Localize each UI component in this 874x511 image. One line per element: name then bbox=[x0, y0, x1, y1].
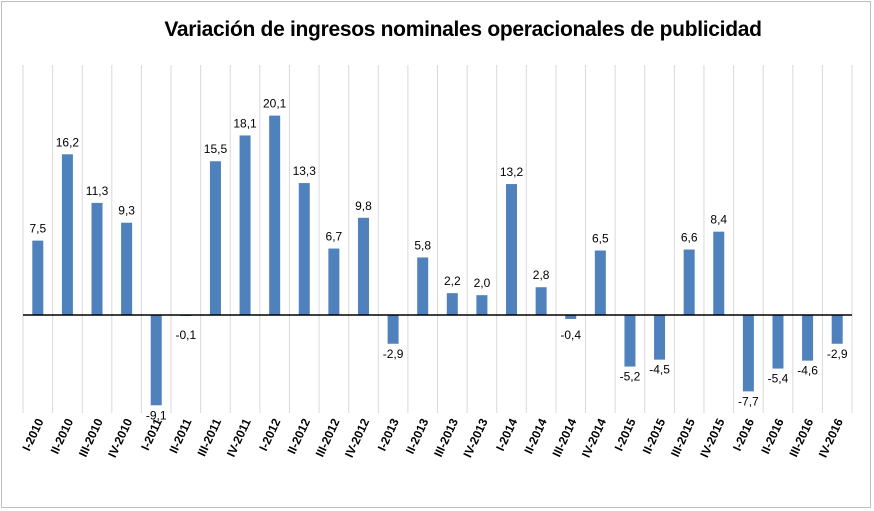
x-tick-label: IV-2016 bbox=[816, 416, 846, 460]
data-label: 13,2 bbox=[500, 165, 524, 179]
bar-IV-2015 bbox=[713, 231, 725, 315]
data-label: -7,7 bbox=[738, 394, 759, 408]
x-tick-label: II-2012 bbox=[285, 416, 314, 456]
x-tick-label: IV-2013 bbox=[460, 416, 490, 460]
x-tick-label: I-2010 bbox=[19, 416, 46, 453]
data-label: -2,9 bbox=[383, 347, 404, 361]
data-label: -9,1 bbox=[146, 408, 167, 422]
bar-II-2012 bbox=[298, 183, 310, 315]
bar-IV-2010 bbox=[121, 222, 133, 315]
bar-III-2014 bbox=[565, 315, 577, 319]
bars bbox=[32, 115, 843, 406]
x-tick-label: I-2013 bbox=[375, 416, 402, 453]
x-tick-label: I-2014 bbox=[493, 416, 520, 453]
x-tick-label: I-2016 bbox=[730, 416, 757, 453]
data-label: 20,1 bbox=[263, 97, 287, 111]
chart-title: Variación de ingresos nominales operacio… bbox=[164, 18, 762, 41]
x-tick-label: IV-2011 bbox=[224, 416, 254, 459]
data-label: -5,4 bbox=[768, 372, 789, 386]
x-tick-label: II-2013 bbox=[403, 416, 432, 456]
bar-I-2010 bbox=[32, 240, 44, 315]
bar-IV-2013 bbox=[476, 295, 488, 315]
data-label: 13,3 bbox=[293, 164, 317, 178]
data-label: -0,1 bbox=[175, 328, 196, 342]
data-label: 16,2 bbox=[56, 135, 80, 149]
x-tick-label: III-2014 bbox=[550, 416, 580, 459]
x-tick-label: III-2011 bbox=[195, 416, 225, 458]
x-tick-label: III-2016 bbox=[786, 416, 816, 459]
gridlines bbox=[22, 65, 853, 413]
bar-I-2016 bbox=[742, 315, 754, 392]
bar-III-2010 bbox=[91, 202, 103, 315]
bar-II-2010 bbox=[61, 154, 73, 315]
bar-II-2015 bbox=[654, 315, 666, 360]
x-tick-label: I-2015 bbox=[612, 416, 639, 453]
bar-III-2013 bbox=[446, 293, 458, 315]
bar-I-2012 bbox=[269, 115, 281, 315]
data-label: 8,4 bbox=[710, 213, 727, 227]
bar-III-2011 bbox=[209, 161, 221, 315]
x-tick-label: III-2012 bbox=[313, 416, 343, 459]
data-label: 6,7 bbox=[326, 230, 343, 244]
x-tick-label: III-2013 bbox=[431, 416, 461, 459]
data-label: -5,2 bbox=[620, 370, 641, 384]
bar-I-2015 bbox=[624, 315, 636, 367]
x-tick-label: III-2010 bbox=[76, 416, 106, 459]
data-label: 9,8 bbox=[355, 199, 372, 213]
x-tick-label: IV-2014 bbox=[579, 416, 609, 460]
x-tick-label: IV-2012 bbox=[342, 416, 372, 460]
data-labels: 7,5 16,2 11,3 9,3 -9,1 -0,1 15,5 18,1 20,1 13,3 6,… bbox=[29, 97, 847, 423]
data-label: 18,1 bbox=[233, 116, 257, 130]
x-tick-label: II-2016 bbox=[758, 416, 787, 456]
bar-IV-2012 bbox=[357, 217, 369, 315]
data-label: 6,6 bbox=[681, 231, 698, 245]
bar-IV-2016 bbox=[831, 315, 843, 344]
data-label: 2,8 bbox=[533, 268, 550, 282]
bar-II-2013 bbox=[417, 257, 429, 315]
bar-II-2016 bbox=[772, 315, 784, 369]
bar-IV-2014 bbox=[594, 250, 606, 315]
data-label: 2,0 bbox=[474, 276, 491, 290]
data-label: 6,5 bbox=[592, 232, 609, 246]
x-tick-labels: I-2010 II-2010 III-2010 IV-2010 I-2011 II-201… bbox=[19, 416, 846, 460]
bar-I-2014 bbox=[506, 184, 518, 315]
bar-II-2014 bbox=[535, 287, 547, 315]
x-tick-label: II-2010 bbox=[48, 416, 77, 456]
bar-I-2011 bbox=[150, 315, 162, 406]
x-tick-label: I-2011 bbox=[138, 416, 165, 452]
bar-III-2015 bbox=[683, 249, 695, 315]
data-label: 9,3 bbox=[118, 204, 135, 218]
data-label: 2,2 bbox=[444, 274, 461, 288]
x-tick-label: II-2014 bbox=[521, 416, 550, 456]
bar-III-2016 bbox=[802, 315, 814, 361]
x-tick-label: II-2011 bbox=[166, 416, 194, 455]
data-label: 11,3 bbox=[86, 184, 109, 198]
data-label: 5,8 bbox=[414, 238, 431, 252]
data-label: -0,4 bbox=[560, 328, 581, 342]
x-tick-label: I-2012 bbox=[256, 416, 283, 453]
x-tick-label: III-2015 bbox=[668, 416, 698, 459]
data-label: -4,6 bbox=[797, 364, 818, 378]
data-label: -2,9 bbox=[827, 347, 848, 361]
x-tick-label: II-2015 bbox=[640, 416, 669, 456]
data-label: 15,5 bbox=[204, 142, 228, 156]
bar-I-2013 bbox=[387, 315, 399, 344]
x-tick-label: IV-2010 bbox=[105, 416, 135, 460]
x-tick-label: IV-2015 bbox=[697, 416, 727, 460]
bar-IV-2011 bbox=[239, 135, 251, 315]
data-label: -4,5 bbox=[649, 363, 670, 377]
data-label: 7,5 bbox=[29, 222, 46, 236]
bar-III-2012 bbox=[328, 248, 340, 315]
